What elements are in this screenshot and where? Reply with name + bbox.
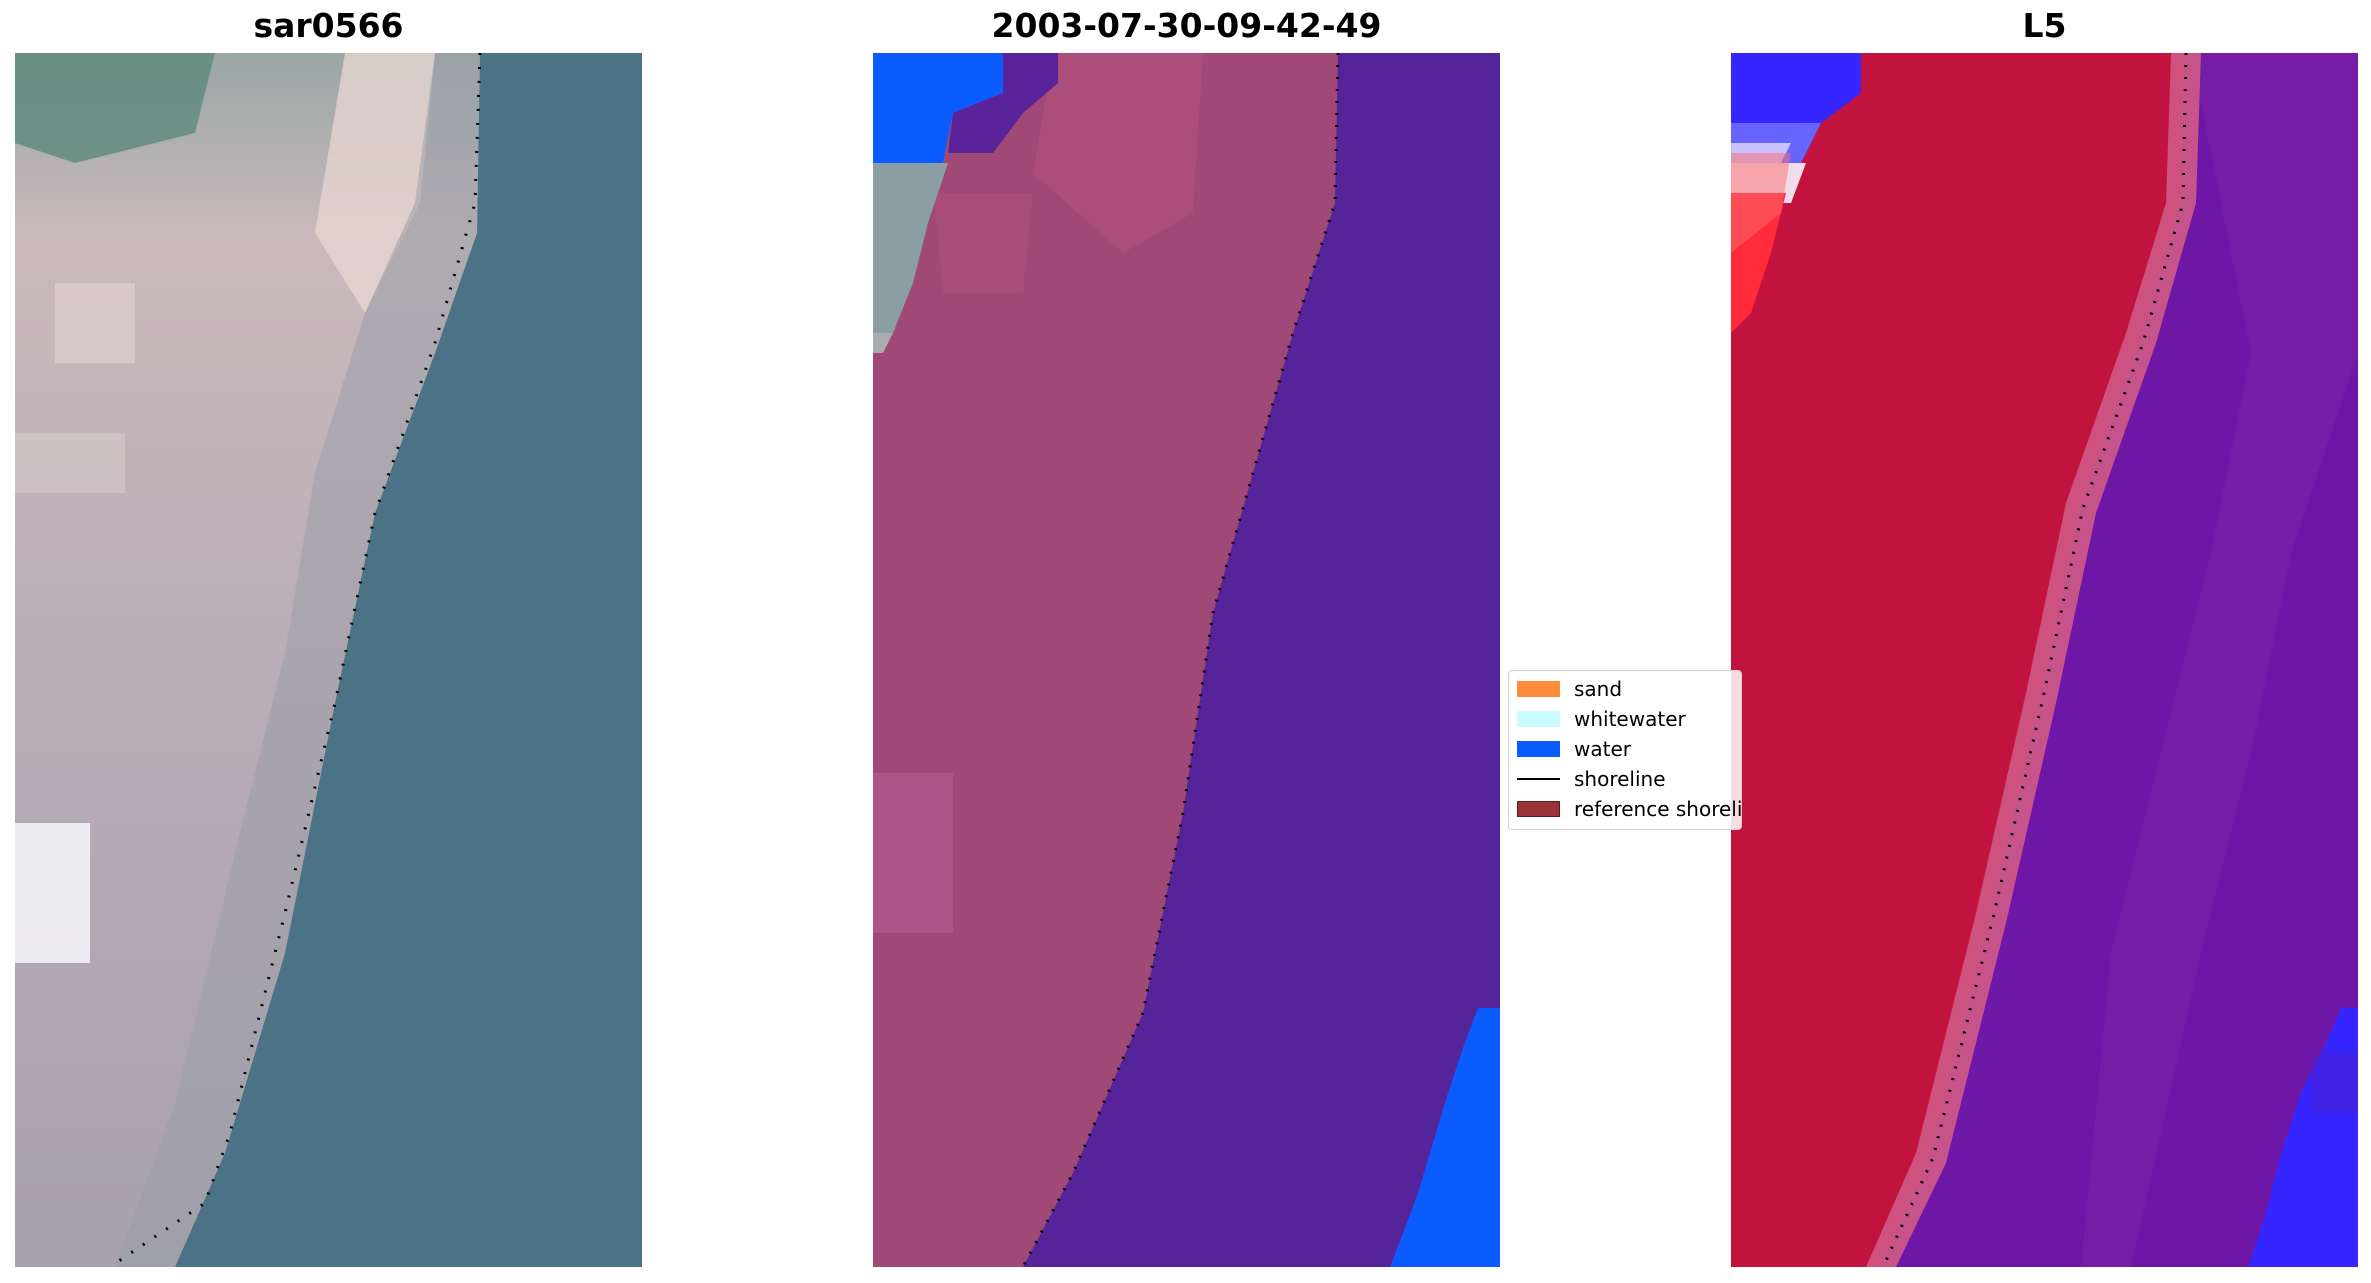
panel-title-rgb: sar0566 (253, 6, 404, 45)
classification-image (873, 53, 1500, 1267)
legend-label-water: water (1574, 737, 1631, 761)
rgb-image (15, 53, 642, 1267)
legend-label-reference-shoreline: reference shoreline (1574, 797, 1742, 821)
legend-swatch-sand (1517, 681, 1560, 697)
legend-label-whitewater: whitewater (1574, 707, 1686, 731)
legend-item-reference-shoreline: reference shoreline (1517, 797, 1742, 821)
legend-item-shoreline: shoreline (1517, 767, 1741, 791)
legend-label-shoreline: shoreline (1574, 767, 1666, 791)
legend-swatch-whitewater (1517, 711, 1560, 727)
legend-swatch-reference-shoreline (1517, 801, 1560, 817)
classification-panel (873, 53, 1500, 1267)
legend: sand whitewater water shoreline referenc… (1508, 670, 1742, 830)
legend-item-water: water (1517, 737, 1741, 761)
shoreline-dots (109, 53, 482, 1267)
index-image (1731, 53, 2358, 1267)
legend-swatch-water (1517, 741, 1560, 757)
shoreline-dots (1021, 53, 1340, 1267)
legend-label-sand: sand (1574, 677, 1623, 701)
legend-item-whitewater: whitewater (1517, 707, 1741, 731)
legend-item-sand: sand (1517, 677, 1741, 701)
panel-title-index: L5 (2022, 6, 2067, 45)
rgb-image-panel (15, 53, 642, 1267)
legend-line-shoreline (1517, 778, 1560, 780)
panel-title-classification: 2003-07-30-09-42-49 (991, 6, 1382, 45)
index-panel (1731, 53, 2358, 1267)
